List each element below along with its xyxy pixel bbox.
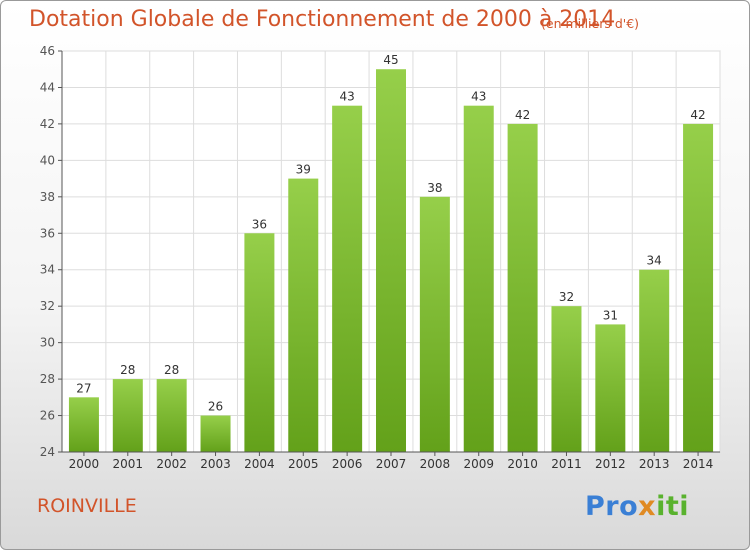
- chart-subtitle: (en milliers d'€): [541, 16, 640, 31]
- logo-part-3: iti: [656, 491, 689, 522]
- bar-value-label: 34: [647, 254, 662, 268]
- y-tick-label: 38: [40, 190, 55, 204]
- x-tick-label: 2008: [420, 457, 451, 471]
- x-tick-label: 2009: [463, 457, 494, 471]
- proxiti-logo: Proxiti: [585, 491, 689, 522]
- bar: [639, 269, 670, 452]
- bar-value-label: 43: [471, 90, 486, 104]
- bar-value-label: 45: [383, 53, 398, 67]
- bar: [683, 123, 714, 452]
- chart-title: Dotation Globale de Fonctionnement de 20…: [29, 7, 616, 32]
- y-tick-label: 36: [40, 226, 55, 240]
- x-tick-label: 2007: [376, 457, 407, 471]
- bar-value-label: 31: [603, 308, 618, 322]
- y-tick-label: 32: [40, 299, 55, 313]
- x-tick-label: 2005: [288, 457, 319, 471]
- bar-value-label: 28: [164, 363, 179, 377]
- x-tick-label: 2001: [113, 457, 144, 471]
- bar-value-label: 43: [339, 90, 354, 104]
- x-tick-label: 2000: [69, 457, 100, 471]
- bar-value-label: 32: [559, 290, 574, 304]
- bar: [595, 324, 626, 452]
- x-tick-label: 2012: [595, 457, 626, 471]
- y-tick-label: 34: [40, 263, 55, 277]
- bar: [156, 379, 187, 452]
- y-tick-label: 28: [40, 372, 55, 386]
- y-tick-label: 26: [40, 409, 55, 423]
- bar-value-label: 38: [427, 181, 442, 195]
- x-tick-label: 2011: [551, 457, 582, 471]
- x-tick-label: 2014: [683, 457, 714, 471]
- bar: [332, 105, 363, 452]
- y-tick-label: 24: [40, 445, 55, 459]
- x-tick-label: 2004: [244, 457, 275, 471]
- y-tick-label: 40: [40, 153, 55, 167]
- bar-value-label: 42: [515, 108, 530, 122]
- commune-name: ROINVILLE: [37, 495, 137, 517]
- bar-value-label: 27: [76, 381, 91, 395]
- bar-value-label: 28: [120, 363, 135, 377]
- y-tick-label: 42: [40, 117, 55, 131]
- bar: [244, 233, 275, 452]
- bar: [112, 379, 143, 452]
- x-tick-label: 2006: [332, 457, 363, 471]
- x-tick-label: 2002: [156, 457, 187, 471]
- bar-value-label: 42: [690, 108, 705, 122]
- x-tick-label: 2010: [507, 457, 538, 471]
- y-tick-label: 30: [40, 336, 55, 350]
- y-tick-label: 46: [40, 44, 55, 58]
- bar: [68, 397, 99, 452]
- bar: [288, 178, 319, 452]
- bar-value-label: 39: [296, 163, 311, 177]
- bar: [551, 306, 582, 452]
- x-tick-label: 2003: [200, 457, 231, 471]
- bar: [419, 196, 450, 452]
- bar-value-label: 26: [208, 400, 223, 414]
- y-tick-label: 44: [40, 80, 55, 94]
- bar: [507, 123, 538, 452]
- bar-value-label: 36: [252, 217, 267, 231]
- bar: [200, 415, 231, 452]
- x-tick-label: 2013: [639, 457, 670, 471]
- bar: [376, 69, 406, 453]
- bar: [463, 105, 494, 452]
- logo-part-2: x: [638, 491, 657, 522]
- logo-part-1: Pro: [585, 491, 639, 522]
